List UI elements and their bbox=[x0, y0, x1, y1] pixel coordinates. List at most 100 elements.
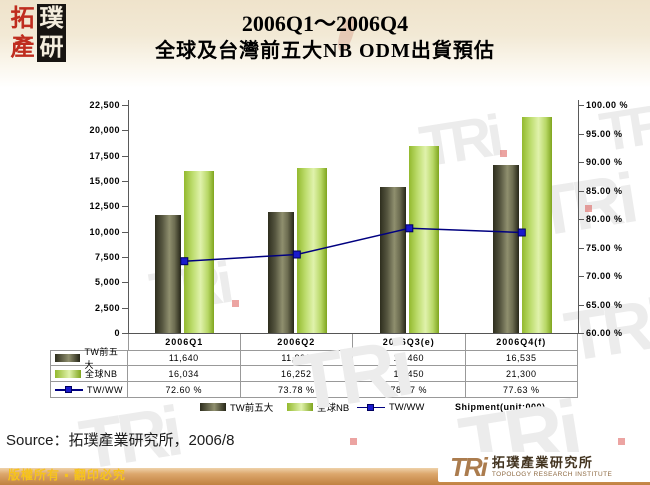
tri-logo-texts: 拓璞產業研究所 TOPOLOGY RESEARCH INSTITUTE bbox=[491, 455, 612, 477]
right-axis-tick-label: 95.00 % bbox=[586, 128, 623, 139]
line-marker bbox=[292, 250, 301, 259]
unit-note: Shipment(unit:000) bbox=[455, 402, 546, 412]
left-axis-tick-label: 17,500 bbox=[89, 150, 120, 161]
table-cell: 16,034 bbox=[128, 366, 241, 382]
left-axis-tick bbox=[122, 333, 128, 334]
plot-area bbox=[128, 105, 578, 333]
chart-title-line1: 2006Q1～2006Q4 bbox=[241, 11, 409, 36]
right-axis-tick bbox=[578, 304, 584, 306]
source-text: Source：拓璞產業研究所，2006/8 bbox=[6, 432, 235, 449]
right-axis-tick-label: 75.00 % bbox=[586, 242, 623, 253]
legend-swatch-green-bar bbox=[287, 403, 313, 411]
logo-char: 產 bbox=[10, 35, 35, 61]
row-swatch-icon bbox=[55, 354, 81, 362]
line-marker bbox=[180, 257, 189, 266]
bar-global-nb bbox=[184, 170, 214, 333]
line-marker bbox=[517, 228, 526, 237]
left-axis-tick-label: 0 bbox=[114, 328, 120, 338]
logo-char: 拓 bbox=[10, 6, 35, 32]
legend-item-tw-top5: TW前五大 bbox=[200, 400, 273, 414]
left-axis-tick bbox=[122, 155, 128, 157]
table-row-label-text: TW/WW bbox=[87, 384, 123, 395]
line-path bbox=[184, 227, 522, 262]
right-axis-tick bbox=[578, 333, 584, 334]
left-axis-line bbox=[128, 100, 129, 333]
table-row-label-text: TW前五大 bbox=[84, 347, 119, 370]
bar-tw-top5 bbox=[380, 186, 406, 333]
left-axis-tick bbox=[122, 130, 128, 132]
logo-char: 璞 bbox=[37, 4, 66, 33]
legend-item-global-nb: 全球NB bbox=[287, 400, 349, 414]
watermark-dot bbox=[232, 300, 239, 307]
legend-label: TW/WW bbox=[389, 401, 425, 413]
left-axis-tick-label: 22,500 bbox=[89, 100, 120, 110]
right-axis-tick-label: 85.00 % bbox=[586, 185, 623, 196]
x-axis-category-row: 2006Q1 2006Q2 2006Q3(e) 2006Q4(f) bbox=[128, 333, 578, 351]
bar-global-nb bbox=[521, 117, 552, 333]
header-band: 拓 璞 產 研 bbox=[0, 0, 650, 88]
table-cell: 18,450 bbox=[353, 366, 466, 382]
right-axis-tick bbox=[578, 162, 584, 163]
legend-item-tw-ww: TW/WW bbox=[357, 400, 424, 414]
row-swatch-icon bbox=[55, 369, 81, 378]
right-axis-tick-label: 65.00 % bbox=[586, 299, 623, 310]
table-cell: 77.63 % bbox=[465, 382, 578, 398]
chart-title-line2: 全球及台灣前五大NB ODM出貨預估 bbox=[155, 40, 495, 62]
right-axis-tick bbox=[578, 247, 584, 249]
legend-swatch-dark-bar bbox=[200, 403, 226, 411]
table-cell: 14,460 bbox=[353, 350, 466, 366]
table-cell: 78.37 % bbox=[353, 382, 466, 398]
table-cell: 16,535 bbox=[465, 350, 578, 366]
left-axis-tick-label: 20,000 bbox=[89, 125, 120, 136]
logo-char: 研 bbox=[37, 33, 66, 62]
category-header-cell: 2006Q2 bbox=[240, 334, 353, 351]
right-axis-tick-label: 100.00 % bbox=[586, 100, 629, 110]
right-axis-tick bbox=[578, 276, 584, 277]
category-header-cell: 2006Q4(f) bbox=[465, 334, 578, 351]
bar-tw-top5 bbox=[492, 165, 519, 333]
right-axis-tick bbox=[578, 133, 584, 135]
table-cell: 11,640 bbox=[128, 350, 241, 366]
left-axis-tick-label: 15,000 bbox=[89, 176, 120, 186]
table-cell: 72.60 % bbox=[128, 382, 241, 398]
left-axis-tick bbox=[122, 105, 128, 106]
left-axis-tick bbox=[122, 181, 128, 182]
left-axis-tick bbox=[122, 282, 128, 284]
left-axis-tick-label: 10,000 bbox=[89, 226, 120, 237]
watermark-dot bbox=[500, 150, 507, 157]
tri-logo-chinese: 拓璞產業研究所 bbox=[491, 455, 594, 471]
table-row-label: TW前五大 bbox=[50, 347, 128, 370]
copyright-text: 版權所有 ▪ 翻印必究 bbox=[8, 468, 126, 482]
watermark-dot bbox=[585, 205, 592, 212]
right-axis-tick bbox=[578, 105, 584, 106]
category-header-cell: 2006Q3(e) bbox=[353, 334, 466, 351]
right-axis-tick-label: 80.00 % bbox=[586, 214, 623, 224]
bar-global-nb bbox=[409, 146, 439, 333]
category-header-cell: 2006Q1 bbox=[128, 334, 241, 351]
watermark-dot bbox=[618, 438, 625, 445]
bar-tw-top5 bbox=[155, 215, 181, 333]
right-axis-tick-label: 60.00 % bbox=[586, 328, 623, 338]
left-axis-tick-label: 2,500 bbox=[94, 302, 120, 313]
left-axis-tick-label: 5,000 bbox=[94, 277, 120, 288]
tri-footer-logo: TRi 拓璞產業研究所 TOPOLOGY RESEARCH INSTITUTE bbox=[438, 452, 650, 482]
right-axis-tick bbox=[578, 219, 584, 220]
row-marker-icon bbox=[65, 386, 72, 393]
right-axis-tick bbox=[578, 190, 584, 192]
table-cell: 16,252 bbox=[240, 366, 353, 382]
table-cell: 21,300 bbox=[465, 366, 578, 382]
row-swatch-icon bbox=[55, 384, 83, 395]
table-cell: 73.78 % bbox=[240, 382, 353, 398]
legend-swatch-line-marker bbox=[357, 402, 385, 413]
left-axis-tick bbox=[122, 206, 128, 208]
tw-ww-line-series bbox=[180, 224, 526, 266]
right-axis-tick-label: 70.00 % bbox=[586, 271, 623, 281]
tri-seal-logo: 拓 璞 產 研 bbox=[8, 4, 66, 62]
right-axis-tick-label: 90.00 % bbox=[586, 157, 623, 167]
legend-label: TW前五大 bbox=[230, 403, 274, 414]
left-axis-tick-label: 12,500 bbox=[89, 201, 120, 212]
table-row-label: TW/WW bbox=[50, 382, 128, 398]
left-axis-tick-label: 7,500 bbox=[94, 252, 120, 262]
table-cell: 11,990 bbox=[240, 350, 353, 366]
